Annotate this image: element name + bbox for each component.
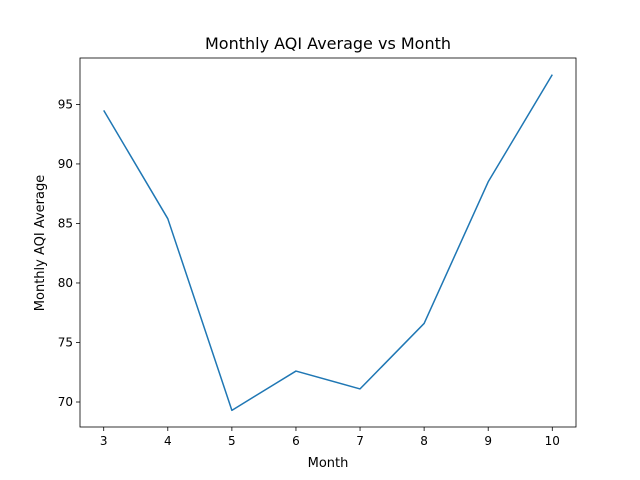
chart-title: Monthly AQI Average vs Month (205, 34, 451, 53)
x-tick-label: 4 (164, 434, 172, 448)
x-tick-label: 6 (292, 434, 300, 448)
x-tick-label: 10 (545, 434, 560, 448)
y-tick-label: 70 (58, 395, 73, 409)
plot-area (79, 57, 577, 428)
x-tick-label: 9 (484, 434, 492, 448)
x-tick-label: 8 (420, 434, 428, 448)
y-tick-label: 85 (58, 216, 73, 230)
y-axis-label: Monthly AQI Average (33, 175, 48, 311)
x-tick-label: 7 (356, 434, 364, 448)
x-axis: 3 4 5 6 7 8 9 10 (100, 427, 560, 448)
series-line (103, 74, 553, 412)
y-tick-label: 95 (58, 97, 73, 111)
x-axis-label: Month (308, 456, 349, 471)
series-group (103, 74, 553, 412)
y-tick-label: 90 (58, 157, 73, 171)
x-tick-label: 3 (100, 434, 108, 448)
x-tick-label: 5 (228, 434, 236, 448)
y-axis: 70 75 80 85 90 95 (58, 97, 80, 409)
y-tick-label: 80 (58, 276, 73, 290)
y-tick-label: 75 (58, 335, 73, 349)
